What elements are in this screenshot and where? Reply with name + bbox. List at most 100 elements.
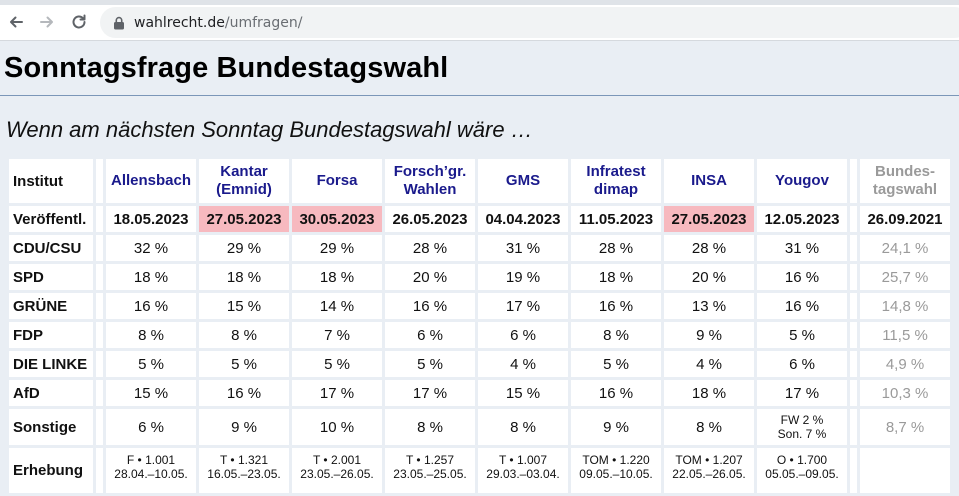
- column-spacer: [96, 235, 103, 261]
- column-spacer: [850, 293, 857, 319]
- poll-value: 28 %: [664, 235, 754, 261]
- survey-info: TOM • 1.207 22.05.–26.05.: [664, 448, 754, 493]
- empty-cell: [860, 448, 950, 493]
- sonstige-row: Sonstige 6 % 9 % 10 % 8 % 8 % 9 % 8 % FW 2 % Son.…: [9, 409, 950, 445]
- back-button[interactable]: [2, 8, 30, 36]
- poll-value: 31 %: [478, 235, 568, 261]
- institute-header-link[interactable]: INSA: [664, 159, 754, 203]
- forward-button[interactable]: [33, 8, 61, 36]
- institute-header-link[interactable]: Kantar (Emnid): [199, 159, 289, 203]
- institute-header-link[interactable]: Infratest dimap: [571, 159, 661, 203]
- poll-value: 28 %: [571, 235, 661, 261]
- column-spacer: [850, 235, 857, 261]
- institute-header-link[interactable]: Forsa: [292, 159, 382, 203]
- survey-info: O • 1.700 05.05.–09.05.: [757, 448, 847, 493]
- institute-name: Allensbach: [110, 172, 192, 189]
- election-result: 14,8 %: [860, 293, 950, 319]
- published-label: Veröffentl.: [9, 206, 93, 232]
- poll-value: 18 %: [664, 380, 754, 406]
- institute-name: INSA: [691, 172, 727, 189]
- party-name: CDU/CSU: [9, 235, 93, 261]
- survey-period: 09.05.–10.05.: [579, 467, 653, 481]
- poll-value: 5 %: [199, 351, 289, 377]
- survey-info: T • 1.257 23.05.–25.05.: [385, 448, 475, 493]
- poll-value: 16 %: [199, 380, 289, 406]
- published-date: 27.05.2023: [199, 206, 289, 232]
- erhebung-row: Erhebung F • 1.001 28.04.–10.05. T • 1.321 1…: [9, 448, 950, 493]
- title-divider: [0, 95, 959, 96]
- survey-method-size: TOM • 1.220: [582, 453, 650, 467]
- survey-method-size: F • 1.001: [126, 453, 176, 467]
- survey-method-size: T • 1.257: [405, 453, 454, 467]
- arrow-left-icon: [10, 16, 23, 28]
- institute-header-link[interactable]: Forsch’gr. Wahlen: [385, 159, 475, 203]
- column-spacer: [96, 351, 103, 377]
- poll-value: 5 %: [757, 322, 847, 348]
- browser-toolbar: wahlrecht.de/umfragen/: [0, 5, 959, 41]
- survey-period: 23.05.–25.05.: [393, 467, 467, 481]
- party-row: SPD 18 % 18 % 18 % 20 % 19 % 18 % 20 % 16 % 25,7 …: [9, 264, 950, 290]
- election-result: 24,1 %: [860, 235, 950, 261]
- survey-method-size: O • 1.700: [776, 453, 828, 467]
- published-date: 12.05.2023: [757, 206, 847, 232]
- poll-value: 16 %: [757, 293, 847, 319]
- address-bar[interactable]: wahlrecht.de/umfragen/: [100, 7, 959, 38]
- poll-value: 16 %: [757, 264, 847, 290]
- column-spacer: [96, 159, 103, 203]
- institute-name-sub: dimap: [593, 181, 639, 198]
- browser-top-strip: [0, 0, 959, 5]
- election-result: 25,7 %: [860, 264, 950, 290]
- poll-value: 32 %: [106, 235, 196, 261]
- poll-value: 5 %: [571, 351, 661, 377]
- poll-value: 8 %: [106, 322, 196, 348]
- column-spacer: [96, 293, 103, 319]
- survey-period: 23.05.–26.05.: [300, 467, 374, 481]
- survey-period: 29.03.–03.04.: [486, 467, 560, 481]
- bundestagswahl-header-link[interactable]: Bundes-tagswahl: [860, 159, 950, 203]
- bundestagswahl-label: Bundes-: [875, 163, 935, 180]
- poll-value: 9 %: [571, 409, 661, 445]
- published-date: 18.05.2023: [106, 206, 196, 232]
- institute-name: Forsa: [316, 172, 358, 189]
- poll-value: 6 %: [106, 409, 196, 445]
- poll-value: 7 %: [292, 322, 382, 348]
- poll-value: 8 %: [478, 409, 568, 445]
- institute-header-link[interactable]: GMS: [478, 159, 568, 203]
- poll-value: 17 %: [385, 380, 475, 406]
- institute-header-link[interactable]: Yougov: [757, 159, 847, 203]
- reload-button[interactable]: [65, 8, 93, 36]
- published-date: 30.05.2023: [292, 206, 382, 232]
- poll-value: 16 %: [571, 293, 661, 319]
- party-row: GRÜNE 16 % 15 % 14 % 16 % 17 % 16 % 13 % 16 % 14,…: [9, 293, 950, 319]
- institute-header-link[interactable]: Allensbach: [106, 159, 196, 203]
- column-spacer: [96, 380, 103, 406]
- survey-info: F • 1.001 28.04.–10.05.: [106, 448, 196, 493]
- published-date: 27.05.2023: [664, 206, 754, 232]
- published-date: 04.04.2023: [478, 206, 568, 232]
- election-result: 4,9 %: [860, 351, 950, 377]
- column-spacer: [850, 159, 857, 203]
- poll-value: 19 %: [478, 264, 568, 290]
- poll-value: 18 %: [106, 264, 196, 290]
- survey-period: 28.04.–10.05.: [114, 467, 188, 481]
- survey-method-size: TOM • 1.207: [675, 453, 743, 467]
- poll-value: 29 %: [199, 235, 289, 261]
- poll-value: 6 %: [478, 322, 568, 348]
- party-name: GRÜNE: [9, 293, 93, 319]
- party-row: CDU/CSU 32 % 29 % 29 % 28 % 31 % 28 % 28 % 31 % 2…: [9, 235, 950, 261]
- election-date: 26.09.2021: [860, 206, 950, 232]
- column-spacer: [850, 206, 857, 232]
- yougov-fw-value: FW 2 %: [780, 413, 824, 427]
- published-date: 11.05.2023: [571, 206, 661, 232]
- column-spacer: [96, 409, 103, 445]
- column-spacer: [850, 409, 857, 445]
- institute-name: Infratest: [586, 163, 646, 180]
- poll-value: 6 %: [385, 322, 475, 348]
- survey-method-size: T • 1.321: [219, 453, 268, 467]
- survey-period: 16.05.–23.05.: [207, 467, 281, 481]
- poll-value: 17 %: [478, 293, 568, 319]
- survey-method-size: T • 1.007: [498, 453, 547, 467]
- poll-value: 29 %: [292, 235, 382, 261]
- page-subtitle: Wenn am nächsten Sonntag Bundestagswahl …: [6, 117, 533, 142]
- party-name: Sonstige: [9, 409, 93, 445]
